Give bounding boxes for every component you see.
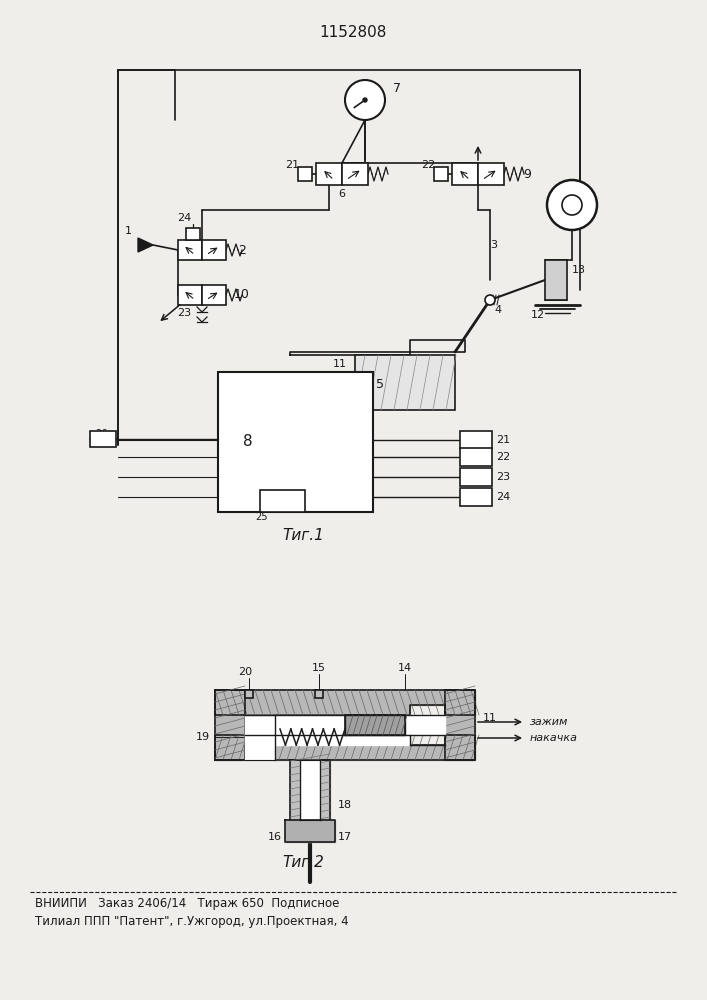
Bar <box>315 690 323 698</box>
Text: 1152808: 1152808 <box>320 25 387 40</box>
Bar <box>202 285 226 305</box>
Bar <box>186 228 200 240</box>
Text: 6: 6 <box>339 189 346 199</box>
Polygon shape <box>290 760 330 840</box>
Polygon shape <box>245 715 275 760</box>
Text: 22: 22 <box>421 160 435 170</box>
Text: M: M <box>301 169 309 178</box>
Polygon shape <box>138 238 153 252</box>
Text: 25: 25 <box>255 512 267 522</box>
Text: 24: 24 <box>177 213 191 223</box>
Polygon shape <box>215 690 245 760</box>
Text: 22: 22 <box>496 452 510 462</box>
Text: 17: 17 <box>338 832 352 842</box>
Text: Τилиал ППП "Патент", г.Ужгород, ул.Проектная, 4: Τилиал ППП "Патент", г.Ужгород, ул.Проек… <box>35 915 349 928</box>
Bar <box>298 167 312 181</box>
Text: накачка: накачка <box>530 733 578 743</box>
Text: 9: 9 <box>523 167 531 180</box>
Text: 5: 5 <box>376 378 384 391</box>
Text: 15: 15 <box>312 663 326 673</box>
Circle shape <box>345 80 385 120</box>
Polygon shape <box>285 820 335 842</box>
Text: 20: 20 <box>238 667 252 677</box>
Text: 26: 26 <box>95 429 107 439</box>
Bar <box>90 431 116 447</box>
Text: 11: 11 <box>333 359 347 369</box>
Text: 12: 12 <box>531 310 545 320</box>
Bar <box>460 448 492 466</box>
Polygon shape <box>245 715 445 745</box>
Bar <box>245 690 253 698</box>
Text: 23: 23 <box>496 472 510 482</box>
Text: Τиг.2: Τиг.2 <box>282 855 324 870</box>
Text: 14: 14 <box>398 663 412 673</box>
Text: 1: 1 <box>124 226 132 236</box>
Text: 18: 18 <box>338 800 352 810</box>
Bar <box>218 372 373 512</box>
Text: 19: 19 <box>196 732 210 742</box>
Bar <box>178 285 202 305</box>
Text: M: M <box>438 169 445 178</box>
Text: ВНИИПИ   Заказ 2406/14   Тираж 650  Подписное: ВНИИПИ Заказ 2406/14 Тираж 650 Подписное <box>35 897 339 910</box>
Text: 13: 13 <box>572 265 586 275</box>
Circle shape <box>562 195 582 215</box>
Text: 24: 24 <box>496 492 510 502</box>
Text: 4: 4 <box>494 305 501 315</box>
Text: 23: 23 <box>177 308 191 318</box>
Bar <box>345 715 405 735</box>
Polygon shape <box>445 690 475 760</box>
Bar <box>460 431 492 449</box>
Text: 7: 7 <box>393 82 401 95</box>
Bar <box>316 163 342 185</box>
Circle shape <box>485 295 495 305</box>
Bar <box>460 488 492 506</box>
Text: 21: 21 <box>496 435 510 445</box>
Text: M: M <box>189 230 197 238</box>
Polygon shape <box>300 760 320 820</box>
Bar <box>178 240 202 260</box>
Bar <box>355 355 455 410</box>
Bar <box>434 167 448 181</box>
Text: 2: 2 <box>238 243 246 256</box>
Bar <box>452 163 478 185</box>
Text: 11: 11 <box>483 713 497 723</box>
Text: 16: 16 <box>268 832 282 842</box>
Text: 8: 8 <box>243 434 253 450</box>
Polygon shape <box>215 690 475 715</box>
Text: 7: 7 <box>279 496 285 506</box>
Text: 3: 3 <box>491 240 498 250</box>
Text: Τиг.1: Τиг.1 <box>282 528 324 543</box>
Text: S: S <box>100 434 106 444</box>
Bar <box>478 163 504 185</box>
Bar <box>545 260 567 300</box>
Text: зажим: зажим <box>530 717 568 727</box>
Bar <box>342 163 368 185</box>
Text: 10: 10 <box>234 288 250 302</box>
Text: 21: 21 <box>285 160 299 170</box>
Circle shape <box>547 180 597 230</box>
Bar <box>460 468 492 486</box>
Circle shape <box>363 98 367 102</box>
Polygon shape <box>215 735 475 760</box>
Bar <box>202 240 226 260</box>
Bar <box>260 490 305 512</box>
